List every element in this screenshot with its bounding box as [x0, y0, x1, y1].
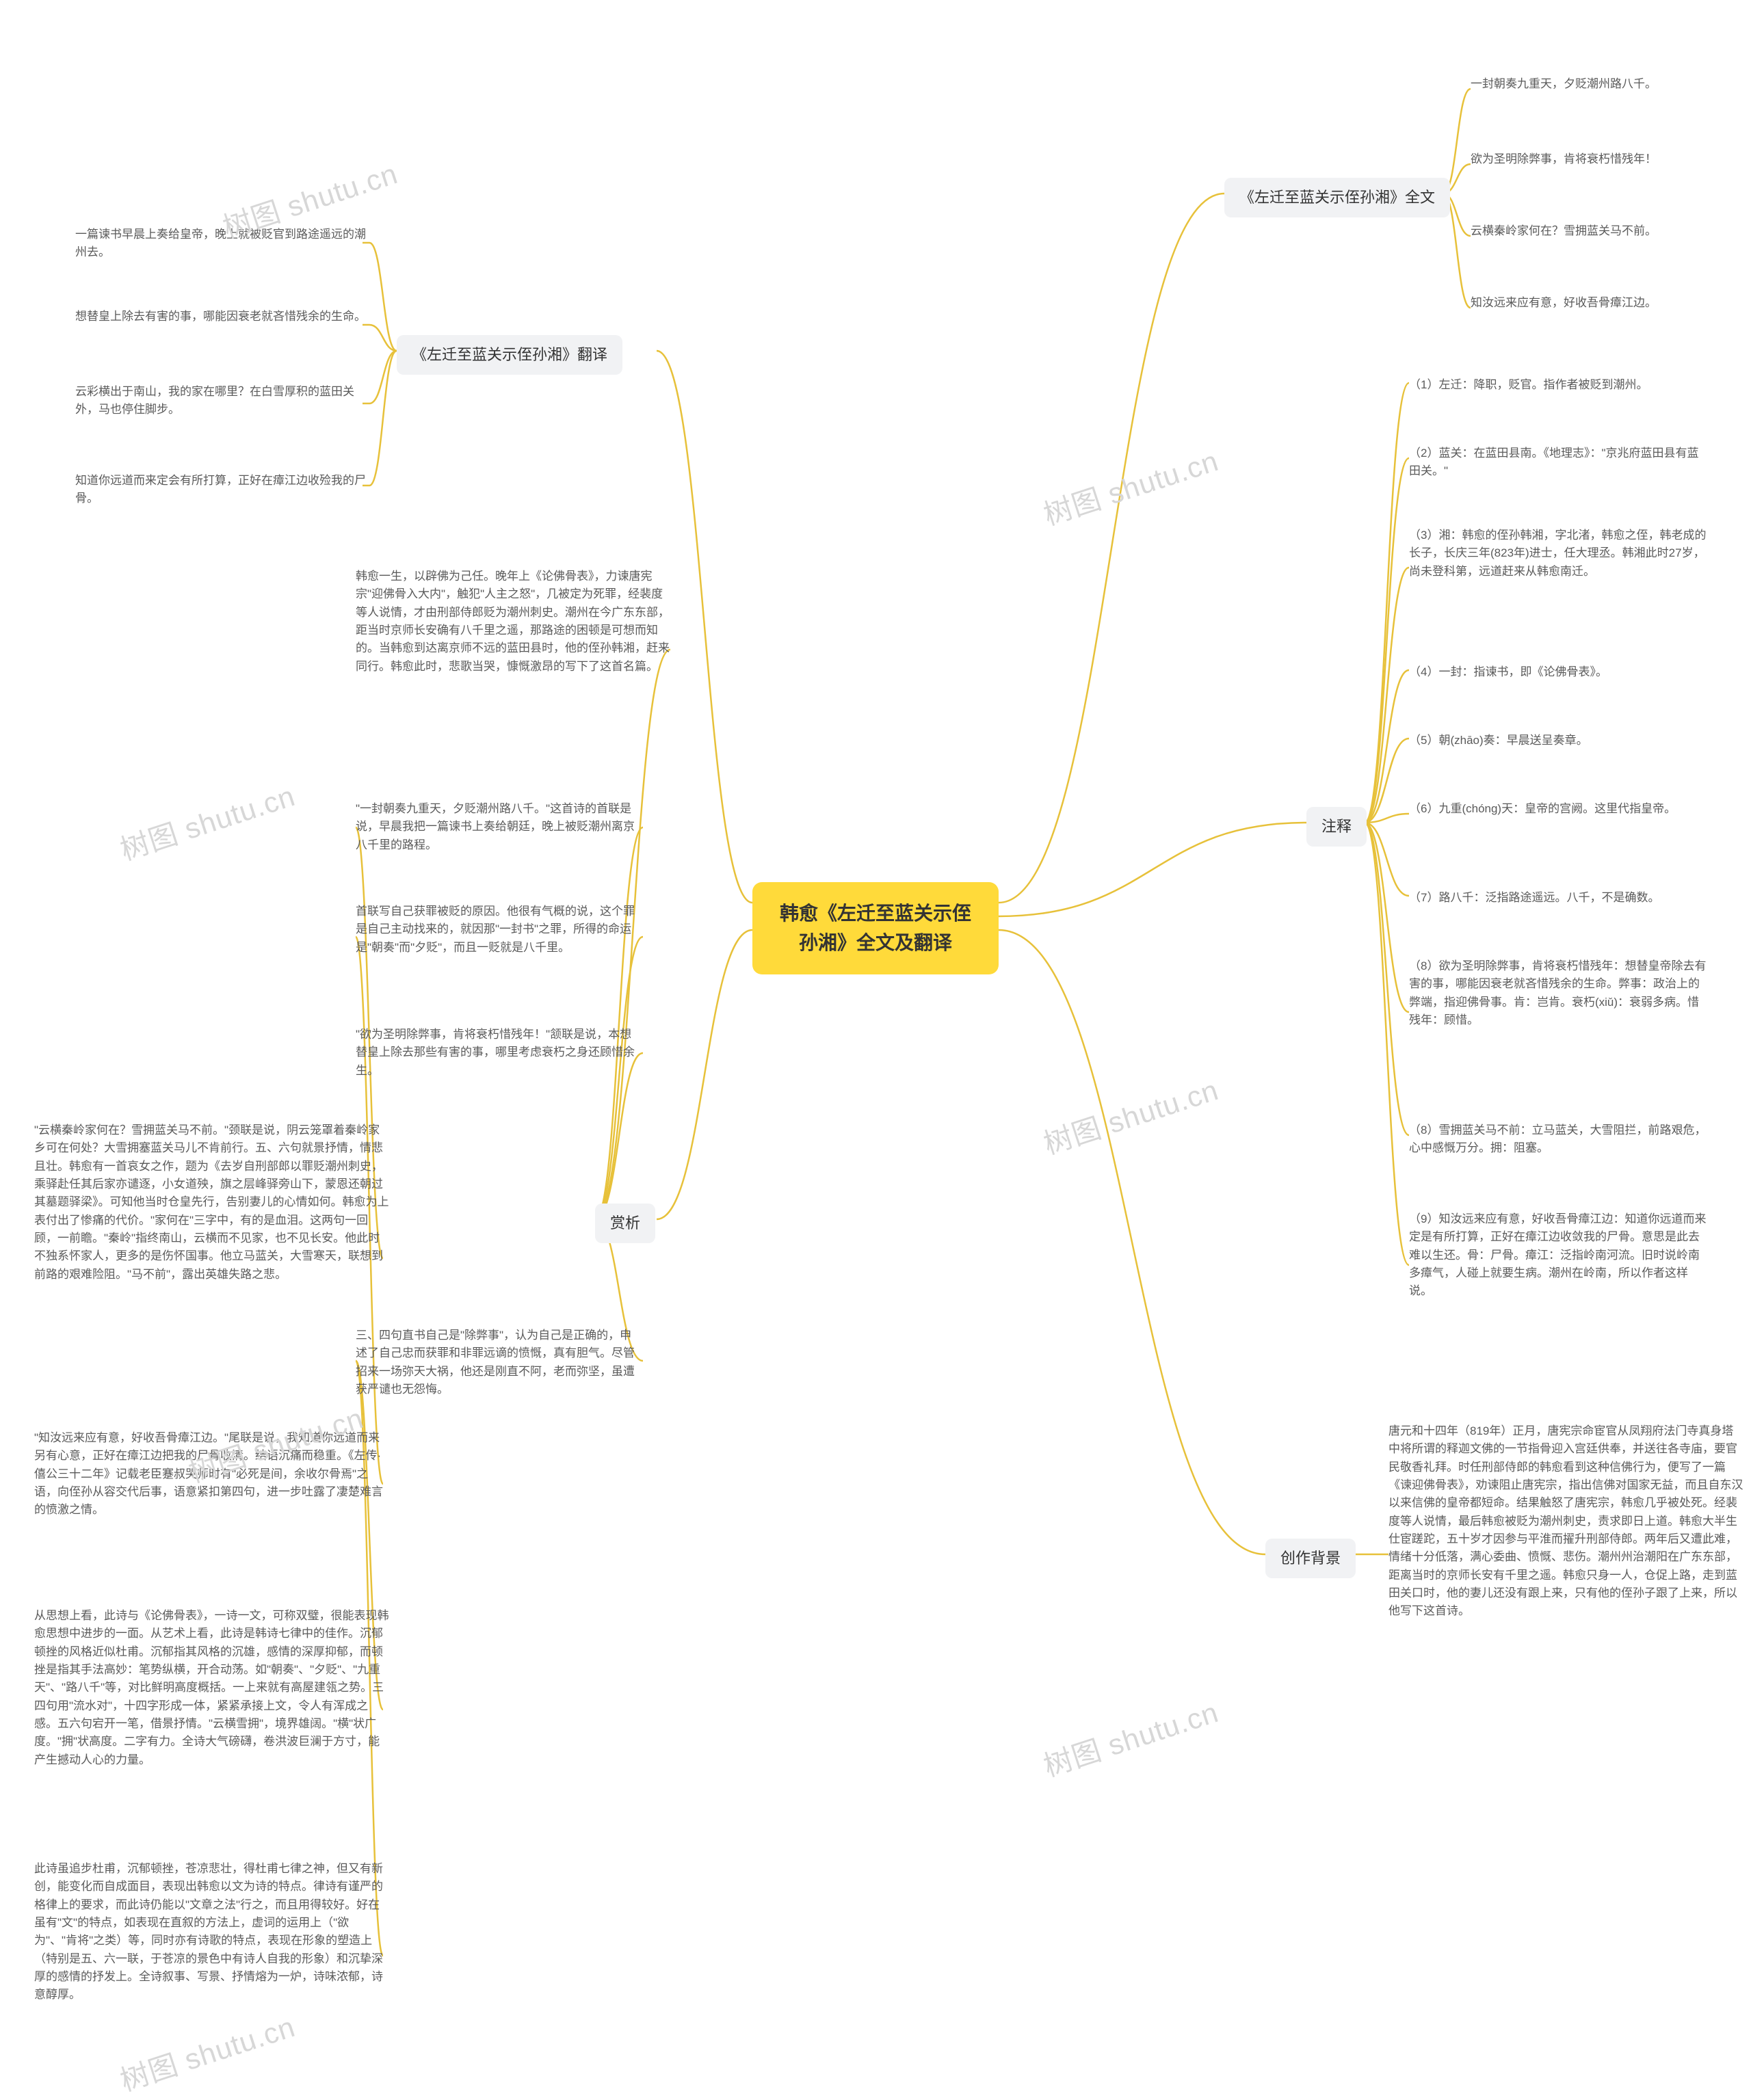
leaf-analysis-1: "一封朝奏九重天，夕贬潮州路八千。"这首诗的首联是说，早晨我把一篇谏书上奏给朝廷…: [356, 800, 643, 854]
watermark: 树图 shutu.cn: [114, 2004, 300, 2099]
leaf-notes-7: （8）欲为圣明除弊事，肯将衰朽惜残年：想替皇帝除去有害的事，哪能因衰老就吝惜残余…: [1409, 957, 1710, 1029]
branch-translation-label: 《左迁至蓝关示侄孙湘》翻译: [412, 346, 607, 363]
leaf-analysis-5: "知汝远来应有意，好收吾骨瘴江边。"尾联是说，我知道你远道而来另有心意，正好在瘴…: [34, 1429, 390, 1519]
watermark: 树图 shutu.cn: [1038, 1067, 1223, 1162]
center-title: 韩愈《左迁至蓝关示侄孙湘》全文及翻译: [780, 903, 971, 953]
watermark: 树图 shutu.cn: [114, 773, 300, 868]
leaf-fulltext-0: 一封朝奏九重天，夕贬潮州路八千。: [1471, 75, 1657, 93]
branch-fulltext: 《左迁至蓝关示侄孙湘》全文: [1224, 178, 1450, 217]
branch-analysis-label: 赏析: [610, 1214, 640, 1232]
branch-translation: 《左迁至蓝关示侄孙湘》翻译: [397, 335, 622, 375]
leaf-notes-6: （7）路八千：泛指路途遥远。八千，不是确数。: [1409, 889, 1659, 907]
center-node: 韩愈《左迁至蓝关示侄孙湘》全文及翻译: [752, 882, 999, 974]
leaf-analysis-2: 首联写自己获罪被贬的原因。他很有气概的说，这个罪是自己主动找来的，就因那"一封书…: [356, 903, 643, 957]
branch-background: 创作背景: [1265, 1539, 1356, 1578]
leaf-analysis-7: 从思想上看，此诗与《论佛骨表》，一诗一文，可称双璧，很能表现韩愈思想中进步的一面…: [34, 1607, 390, 1769]
leaf-notes-9: （9）知汝远来应有意，好收吾骨瘴江边：知道你远道而来定是有所打算，正好在瘴江边收…: [1409, 1210, 1710, 1301]
leaf-notes-1: （2）蓝关：在蓝田县南。《地理志》："京兆府蓝田县有蓝田关。": [1409, 444, 1710, 481]
branch-notes-label: 注释: [1321, 818, 1352, 835]
leaf-background-0: 唐元和十四年（819年）正月，唐宪宗命宦官从凤翔府法门寺真身塔中将所谓的释迦文佛…: [1388, 1422, 1744, 1621]
leaf-translation-1: 想替皇上除去有害的事，哪能因衰老就吝惜残余的生命。: [75, 308, 366, 325]
leaf-notes-4: （5）朝(zhāo)奏：早晨送呈奏章。: [1409, 732, 1588, 749]
leaf-fulltext-3: 知汝远来应有意，好收吾骨瘴江边。: [1471, 294, 1657, 312]
watermark: 树图 shutu.cn: [1038, 1689, 1223, 1785]
leaf-translation-3: 知道你远道而来定会有所打算，正好在瘴江边收殓我的尸骨。: [75, 472, 376, 508]
leaf-notes-5: （6）九重(chóng)天：皇帝的宫阙。这里代指皇帝。: [1409, 800, 1676, 818]
branch-fulltext-label: 《左迁至蓝关示侄孙湘》全文: [1239, 189, 1435, 206]
leaf-analysis-3: "欲为圣明除弊事，肯将衰朽惜残年！"颔联是说，本想替皇上除去那些有害的事，哪里考…: [356, 1026, 643, 1080]
leaf-analysis-8: 此诗虽追步杜甫，沉郁顿挫，苍凉悲壮，得杜甫七律之神，但又有新创，能变化而自成面目…: [34, 1860, 390, 2004]
leaf-fulltext-1: 欲为圣明除弊事，肯将衰朽惜残年！: [1471, 150, 1657, 168]
leaf-analysis-4: "云横秦岭家何在？雪拥蓝关马不前。"颈联是说，阴云笼罩着秦岭家乡可在何处？大雪拥…: [34, 1121, 390, 1284]
leaf-notes-2: （3）湘：韩愈的侄孙韩湘，字北渚，韩愈之侄，韩老成的长子，长庆三年(823年)进…: [1409, 527, 1710, 581]
branch-background-label: 创作背景: [1280, 1550, 1341, 1567]
watermark: 树图 shutu.cn: [1038, 438, 1223, 533]
leaf-translation-2: 云彩横出于南山，我的家在哪里？在白雪厚积的蓝田关外，马也停住脚步。: [75, 383, 376, 419]
branch-analysis: 赏析: [595, 1204, 655, 1243]
leaf-fulltext-2: 云横秦岭家何在？雪拥蓝关马不前。: [1471, 222, 1657, 240]
leaf-notes-0: （1）左迁：降职，贬官。指作者被贬到潮州。: [1409, 376, 1648, 394]
branch-notes: 注释: [1306, 807, 1367, 847]
leaf-notes-3: （4）一封：指谏书，即《论佛骨表》。: [1409, 663, 1607, 681]
leaf-notes-8: （8）雪拥蓝关马不前：立马蓝关，大雪阻拦，前路艰危，心中感慨万分。拥：阻塞。: [1409, 1121, 1710, 1158]
leaf-translation-0: 一篇谏书早晨上奏给皇帝，晚上就被贬官到路途遥远的潮州去。: [75, 226, 376, 262]
leaf-analysis-0: 韩愈一生，以辟佛为己任。晚年上《论佛骨表》，力谏唐宪宗"迎佛骨入大内"，触犯"人…: [356, 568, 670, 676]
leaf-analysis-6: 三、四句直书自己是"除弊事"，认为自己是正确的，申述了自己忠而获罪和非罪远谪的愤…: [356, 1327, 643, 1398]
